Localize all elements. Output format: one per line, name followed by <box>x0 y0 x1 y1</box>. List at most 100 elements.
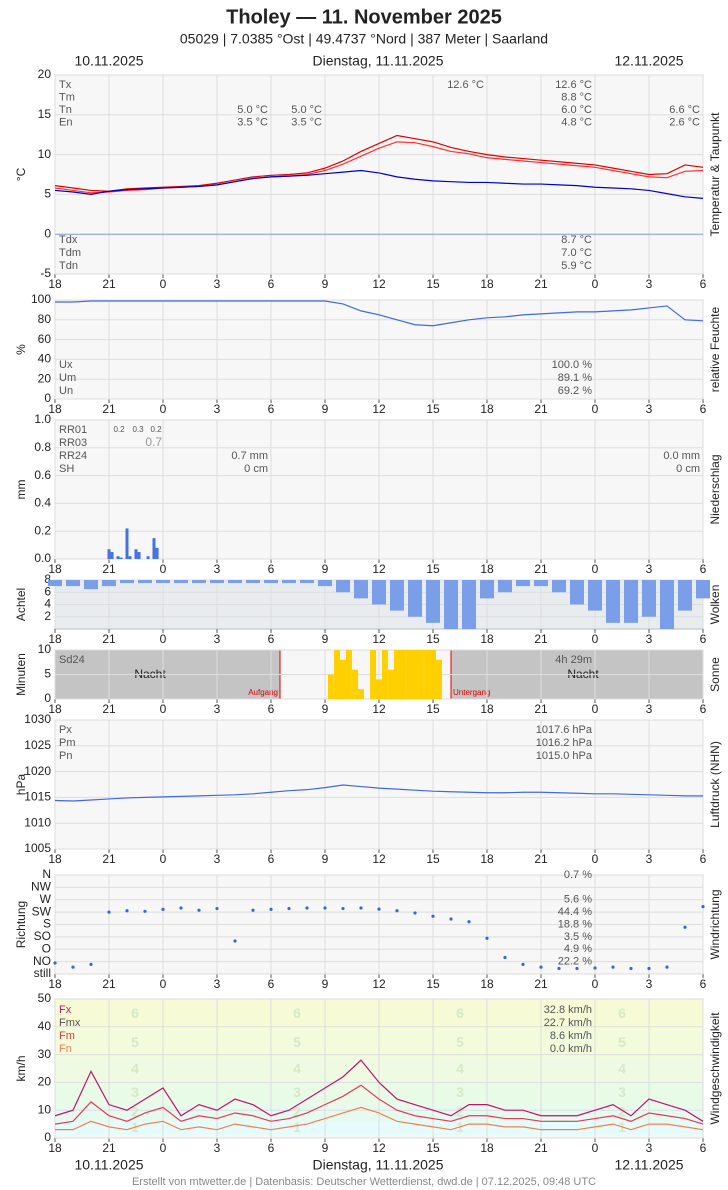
bar <box>394 650 400 699</box>
x-tick-label: 6 <box>700 977 707 991</box>
y-tick-label: NO <box>33 954 51 968</box>
side-label: Temperatur & Taupunkt <box>708 112 722 237</box>
stat-value: 0.7 <box>145 435 162 449</box>
stat-value: 0.7 mm <box>231 450 268 462</box>
bar <box>606 580 620 623</box>
stat-value: 44.4 % <box>558 906 592 918</box>
y-axis-label: Minuten <box>14 653 28 696</box>
bar <box>327 674 334 699</box>
x-tick-label: 15 <box>426 1141 440 1155</box>
stat-label: RR24 <box>59 450 87 462</box>
stat-value: 0.2 <box>113 425 125 434</box>
bar <box>48 580 62 587</box>
x-tick-label: 3 <box>646 632 653 646</box>
x-tick-label: 21 <box>102 702 116 716</box>
stat-value: 3.5 °C <box>291 116 322 128</box>
point <box>53 961 57 965</box>
y-tick-label: 100 <box>31 292 51 306</box>
x-tick-label: 3 <box>646 852 653 866</box>
y-tick-label: 4 <box>44 597 51 611</box>
beaufort-label: 2 <box>293 1104 301 1120</box>
x-tick-label: 21 <box>534 402 548 416</box>
x-tick-label: 9 <box>322 702 329 716</box>
y-axis-label: Richtung <box>14 901 28 948</box>
beaufort-label: 6 <box>456 1005 464 1021</box>
stat-label: Fn <box>59 1043 72 1055</box>
y-axis-label: hPa <box>14 774 28 796</box>
x-tick-label: 18 <box>48 852 62 866</box>
bar <box>246 580 260 584</box>
x-tick-label: 3 <box>214 277 221 291</box>
x-tick-label: 6 <box>268 632 275 646</box>
beaufort-label: 5 <box>131 1034 139 1050</box>
y-tick-label: 1015 <box>24 790 51 804</box>
point <box>413 911 417 915</box>
y-tick-label: 1.0 <box>34 412 51 426</box>
x-tick-label: 21 <box>102 1141 116 1155</box>
bar <box>426 580 440 623</box>
date: 10.11.2025 <box>74 1157 143 1173</box>
y-tick-label: 20 <box>38 371 52 385</box>
bar <box>282 580 296 584</box>
y-tick-label: 0.0 <box>34 551 51 565</box>
date: 10.11.2025 <box>74 53 143 69</box>
point <box>449 917 453 921</box>
stat-value: 100.0 % <box>552 359 593 371</box>
point <box>323 906 327 910</box>
bar <box>424 650 431 699</box>
y-tick-label: 20 <box>38 1075 52 1089</box>
x-tick-label: 6 <box>700 402 707 416</box>
stat-label: Pn <box>59 750 72 762</box>
stat-value: 6.0 °C <box>561 104 592 116</box>
x-tick-label: 6 <box>268 402 275 416</box>
x-tick-label: 0 <box>160 277 167 291</box>
line <box>54 784 703 802</box>
bar <box>534 580 548 587</box>
beaufort-label: 6 <box>131 1005 139 1021</box>
x-tick-label: 15 <box>426 277 440 291</box>
x-tick-label: 15 <box>426 562 440 576</box>
stat-value: 2.6 °C <box>669 116 700 128</box>
x-tick-label: 0 <box>592 632 599 646</box>
bar <box>152 538 156 559</box>
bar <box>660 580 674 629</box>
side-label: Wolken <box>708 585 722 625</box>
y-tick-label: 1030 <box>24 712 51 726</box>
x-tick-label: 21 <box>534 1141 548 1155</box>
x-tick-label: 18 <box>480 562 494 576</box>
bar <box>318 580 332 587</box>
stat-label: Um <box>59 372 76 384</box>
bar <box>370 650 377 699</box>
y-tick-label: 8 <box>44 572 51 586</box>
x-tick-label: 21 <box>534 632 548 646</box>
footer: Erstellt von mtwetter.de | Datenbasis: D… <box>132 1176 596 1188</box>
point <box>71 965 75 969</box>
date: Dienstag, 11.11.2025 <box>312 53 443 69</box>
stat-value: 12.6 °C <box>555 79 592 91</box>
date: Dienstag, 11.11.2025 <box>312 1157 443 1173</box>
x-tick-label: 0 <box>160 1141 167 1155</box>
stat-value: 8.7 °C <box>561 234 592 246</box>
point <box>161 907 165 911</box>
bar <box>417 650 424 699</box>
x-tick-label: 3 <box>214 702 221 716</box>
bar <box>137 552 141 559</box>
bar <box>336 580 350 593</box>
y-tick-label: still <box>34 966 51 980</box>
bar <box>552 580 566 593</box>
x-tick-label: 3 <box>646 277 653 291</box>
stat-value: 4.8 °C <box>561 116 592 128</box>
x-tick-label: 12 <box>372 977 386 991</box>
side-label: Luftdruck (NHN) <box>708 741 722 828</box>
x-tick-label: 9 <box>322 402 329 416</box>
stat-value: 22.2 % <box>558 956 592 968</box>
bar <box>412 650 418 699</box>
bar <box>119 557 123 559</box>
x-tick-label: 9 <box>322 852 329 866</box>
stat-label: Tm <box>59 91 75 103</box>
stat-value: 3.5 % <box>564 931 592 943</box>
point <box>485 936 489 940</box>
point <box>107 910 111 914</box>
bar <box>345 650 352 699</box>
